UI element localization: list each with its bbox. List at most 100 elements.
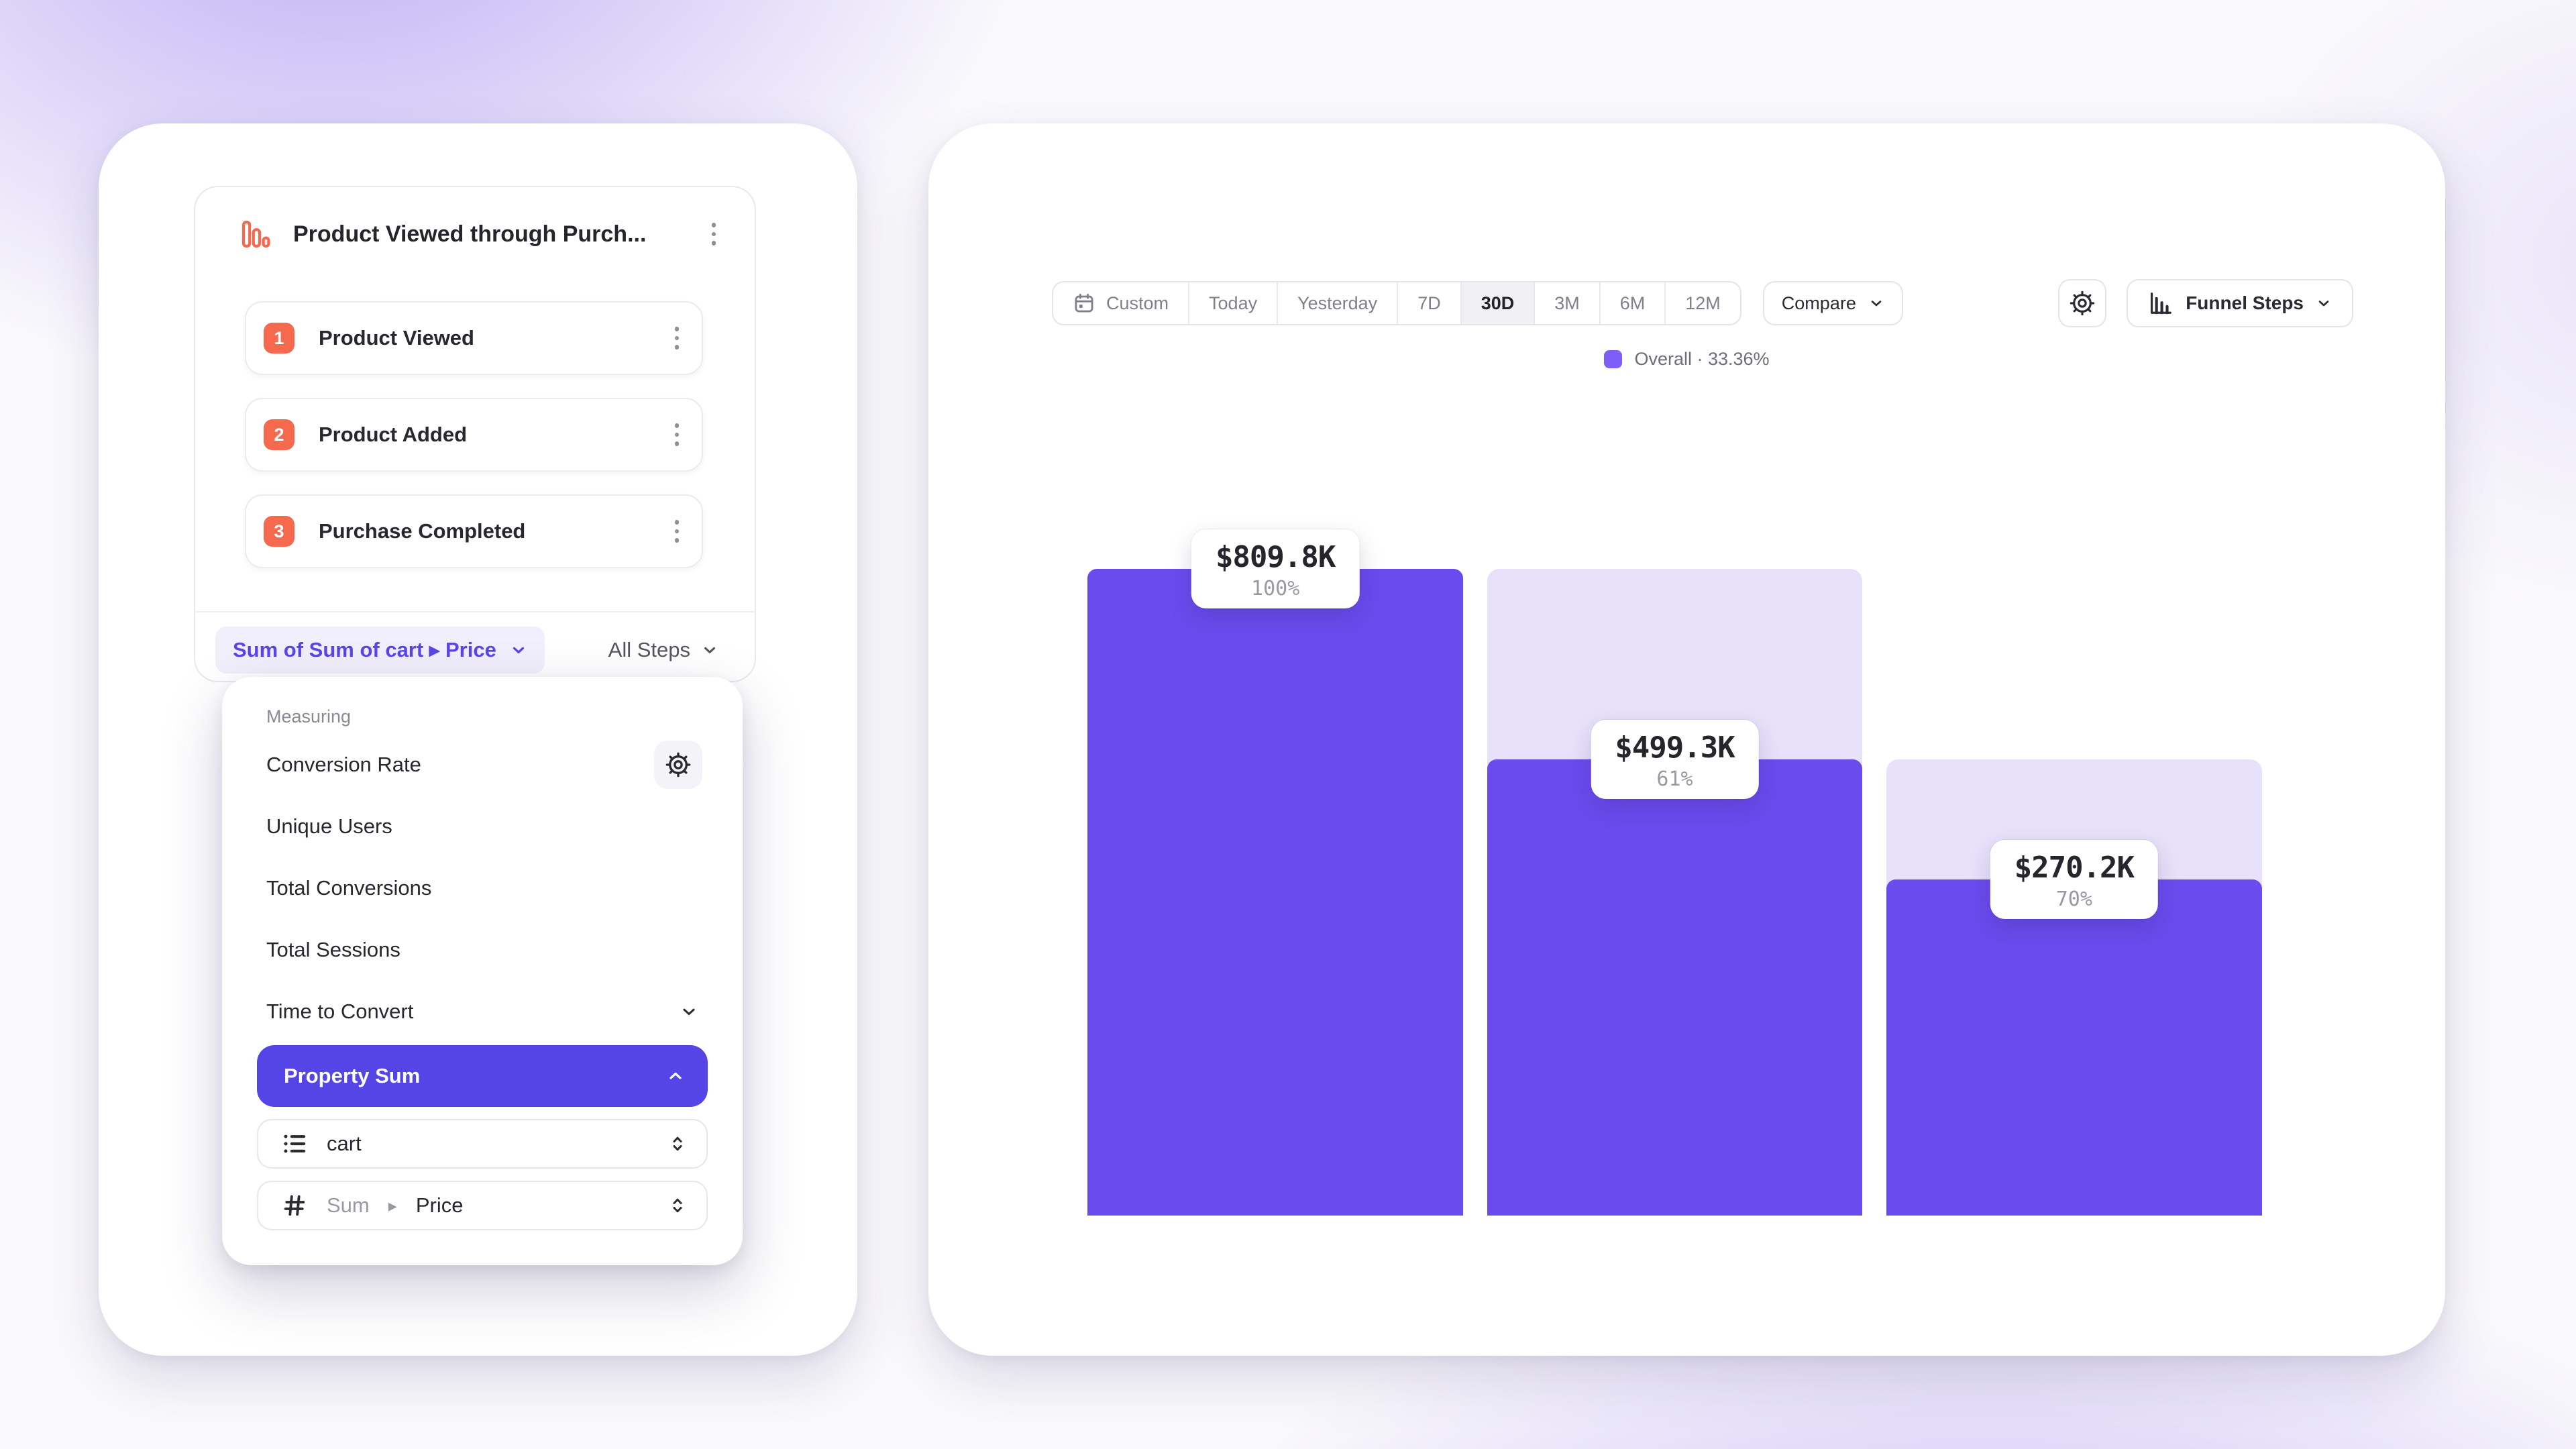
funnel-builder-card: Product Viewed through Purch... 1 Produc… xyxy=(194,186,756,682)
date-range-3m[interactable]: 3M xyxy=(1534,282,1599,324)
bar-value: $499.3K xyxy=(1615,731,1735,765)
date-range-today[interactable]: Today xyxy=(1188,282,1277,324)
menu-item-unique-users[interactable]: Unique Users xyxy=(222,796,743,857)
step-number-badge: 1 xyxy=(264,323,294,354)
measurement-dropdown[interactable]: Sum of Sum of cart ▸ Price xyxy=(215,627,545,674)
menu-item-time-to-convert[interactable]: Time to Convert xyxy=(222,981,743,1042)
step-label: Product Added xyxy=(319,423,468,446)
step-number-badge: 3 xyxy=(264,516,294,547)
funnel-chart-panel: Custom Today Yesterday 7D 30D 3M 6M 12M xyxy=(928,123,2445,1356)
funnel-builder-panel: Product Viewed through Purch... 1 Produc… xyxy=(99,123,857,1356)
chevron-up-icon xyxy=(666,1067,685,1085)
bar-fill xyxy=(1087,569,1463,1216)
funnel-step-row[interactable]: 2 Product Added xyxy=(245,398,703,472)
aggregation-prefix: Sum xyxy=(327,1193,370,1217)
date-range-30d[interactable]: 30D xyxy=(1460,282,1534,324)
date-range-12m[interactable]: 12M xyxy=(1664,282,1740,324)
date-range-label: 6M xyxy=(1619,292,1646,313)
menu-section-label: Measuring xyxy=(266,706,352,727)
steps-scope-dropdown[interactable]: All Steps xyxy=(608,638,718,662)
chevron-down-icon xyxy=(680,1002,698,1021)
step-number-badge: 2 xyxy=(264,419,294,450)
date-range-label: Today xyxy=(1209,292,1258,313)
step-menu-button[interactable] xyxy=(669,515,685,548)
property-select-value: cart xyxy=(327,1132,362,1155)
legend-swatch xyxy=(1604,350,1623,368)
funnel-steps-list: 1 Product Viewed 2 Product Added 3 Purch… xyxy=(195,301,755,568)
bar-fill xyxy=(1487,759,1863,1216)
menu-item-label: Total Conversions xyxy=(266,876,432,900)
menu-item-total-conversions[interactable]: Total Conversions xyxy=(222,857,743,919)
chevron-down-icon xyxy=(1868,295,1884,311)
bar-value-tooltip: $809.8K 100% xyxy=(1191,529,1360,608)
chart-legend: Overall · 33.36% xyxy=(928,349,2445,370)
compare-button[interactable]: Compare xyxy=(1762,281,1903,325)
chevron-down-icon xyxy=(510,641,527,659)
menu-item-label: Conversion Rate xyxy=(266,753,421,776)
date-range-label: 12M xyxy=(1685,292,1721,313)
step-label: Purchase Completed xyxy=(319,519,526,543)
chart-toolbar: Custom Today Yesterday 7D 30D 3M 6M 12M xyxy=(928,279,2445,327)
menu-item-label: Time to Convert xyxy=(266,1000,414,1023)
bars-container xyxy=(1087,569,2263,1216)
aggregation-select[interactable]: Sum ▸ Price xyxy=(257,1181,708,1230)
builder-footer: Sum of Sum of cart ▸ Price All Steps xyxy=(195,612,755,680)
view-selector-button[interactable]: Funnel Steps xyxy=(2127,279,2353,327)
bar-value: $809.8K xyxy=(1215,540,1336,574)
sort-toggle-icon xyxy=(667,1195,688,1216)
funnel-chart-icon xyxy=(239,218,272,250)
date-range-label: 7D xyxy=(1417,292,1441,313)
bar-value-tooltip: $499.3K 61% xyxy=(1591,720,1759,800)
conversion-rate-settings-button[interactable] xyxy=(654,741,702,789)
property-select[interactable]: cart xyxy=(257,1119,708,1169)
step-menu-button[interactable] xyxy=(669,418,685,451)
date-range-yesterday[interactable]: Yesterday xyxy=(1277,282,1397,324)
breadcrumb-arrow-icon: ▸ xyxy=(388,1195,397,1216)
funnel-bar-chart: $809.8K 100% $499.3K 61% $270.2K 70% xyxy=(1087,529,2263,1216)
date-range-7d[interactable]: 7D xyxy=(1397,282,1460,324)
bar-conversion: 61% xyxy=(1656,767,1693,792)
date-range-label: Yesterday xyxy=(1297,292,1378,313)
date-range-6m[interactable]: 6M xyxy=(1599,282,1665,324)
report-title: Product Viewed through Purch... xyxy=(293,221,647,247)
funnel-bar-purchase-completed[interactable] xyxy=(1886,569,2263,1216)
date-range-label: 30D xyxy=(1481,292,1515,313)
bar-conversion: 100% xyxy=(1251,577,1300,600)
sort-toggle-icon xyxy=(667,1134,688,1154)
menu-item-label: Total Sessions xyxy=(266,938,400,961)
builder-divider xyxy=(195,611,755,612)
measurement-dropdown-label: Sum of Sum of cart ▸ Price xyxy=(233,638,496,661)
steps-scope-label: All Steps xyxy=(608,638,690,661)
chart-settings-button[interactable] xyxy=(2058,279,2107,327)
menu-item-property-sum[interactable]: Property Sum xyxy=(257,1045,708,1107)
chevron-down-icon xyxy=(701,641,718,659)
step-menu-button[interactable] xyxy=(669,321,685,355)
list-icon xyxy=(281,1130,308,1157)
funnel-step-row[interactable]: 3 Purchase Completed xyxy=(245,494,703,568)
funnel-bar-product-viewed[interactable] xyxy=(1087,569,1463,1216)
menu-item-conversion-rate[interactable]: Conversion Rate xyxy=(222,734,743,796)
view-selector-label: Funnel Steps xyxy=(2186,292,2304,313)
date-range-custom[interactable]: Custom xyxy=(1053,282,1188,324)
bar-conversion: 70% xyxy=(2055,887,2092,911)
menu-item-total-sessions[interactable]: Total Sessions xyxy=(222,919,743,981)
legend-label: Overall · 33.36% xyxy=(1634,349,1770,369)
funnel-step-row[interactable]: 1 Product Viewed xyxy=(245,301,703,375)
compare-label: Compare xyxy=(1781,292,1856,313)
date-range-label: 3M xyxy=(1554,292,1580,313)
bar-steps-icon xyxy=(2148,290,2174,316)
funnel-bar-product-added[interactable] xyxy=(1487,569,1863,1216)
bar-value-tooltip: $270.2K 70% xyxy=(1990,839,2159,919)
hash-icon xyxy=(281,1192,308,1219)
chevron-down-icon xyxy=(2316,295,2332,311)
calendar-icon xyxy=(1073,292,1095,315)
report-header: Product Viewed through Purch... xyxy=(195,215,755,253)
measuring-popover: Measuring Conversion Rate Unique Users T… xyxy=(222,677,743,1265)
aggregation-property: Price xyxy=(415,1193,464,1217)
step-label: Product Viewed xyxy=(319,326,474,350)
menu-item-label: Unique Users xyxy=(266,814,392,838)
report-menu-button[interactable] xyxy=(706,217,722,251)
gear-icon xyxy=(665,751,692,778)
menu-item-label: Property Sum xyxy=(284,1064,421,1087)
